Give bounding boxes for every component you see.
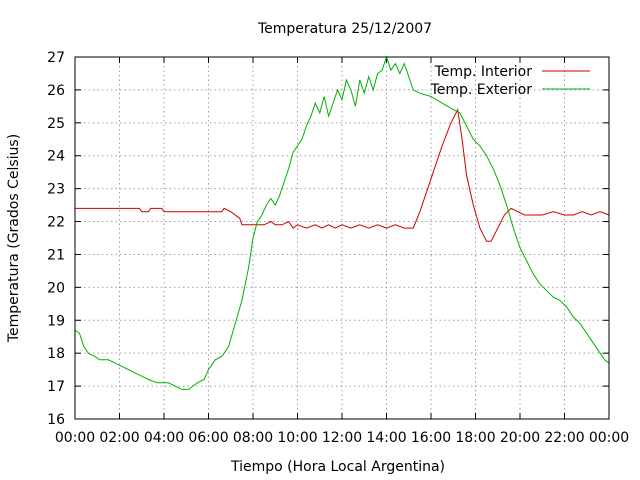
y-tick-label: 21 [47, 247, 65, 263]
x-tick-label: 16:00 [411, 430, 451, 446]
y-tick-label: 19 [47, 313, 65, 329]
x-axis-label: Tiempo (Hora Local Argentina) [230, 459, 445, 475]
series-line-exterior [74, 55, 610, 390]
y-tick-label: 16 [47, 412, 65, 428]
x-tick-label: 18:00 [455, 430, 495, 446]
y-tick-label: 27 [47, 50, 65, 66]
y-tick-label: 26 [47, 83, 65, 99]
x-tick-label: 10:00 [277, 430, 317, 446]
x-tick-label: 22:00 [544, 430, 584, 446]
y-tick-label: 23 [47, 182, 65, 198]
chart-title: Temperatura 25/12/2007 [257, 21, 432, 37]
x-tick-label: 14:00 [366, 430, 406, 446]
x-tick-label: 02:00 [99, 430, 139, 446]
legend-label-exterior: Temp. Exterior [430, 82, 533, 98]
x-tick-label: 04:00 [144, 430, 184, 446]
x-tick-label: 08:00 [233, 430, 273, 446]
series-lines [74, 55, 610, 390]
x-tick-label: 12:00 [322, 430, 362, 446]
legend-label-interior: Temp. Interior [434, 64, 533, 80]
grid [75, 57, 609, 419]
y-tick-label: 17 [47, 379, 65, 395]
y-tick-label: 25 [47, 116, 65, 132]
y-tick-label: 24 [47, 149, 65, 165]
legend: Temp. Interior Temp. Exterior [430, 64, 590, 98]
x-tick-label: 20:00 [500, 430, 540, 446]
y-tick-label: 20 [47, 280, 65, 296]
y-tick-label: 18 [47, 346, 65, 362]
x-tick-label: 06:00 [188, 430, 228, 446]
x-tick-label: 00:00 [589, 430, 629, 446]
y-tick-label: 22 [47, 215, 65, 231]
y-axis-label: Temperatura (Grados Celsius) [6, 134, 22, 343]
plot-frame [74, 56, 610, 420]
series-line-interior [75, 108, 610, 242]
x-tick-label: 00:00 [55, 430, 95, 446]
